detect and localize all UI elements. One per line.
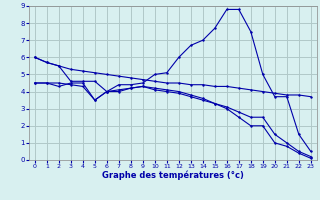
X-axis label: Graphe des températures (°c): Graphe des températures (°c) <box>102 171 244 180</box>
